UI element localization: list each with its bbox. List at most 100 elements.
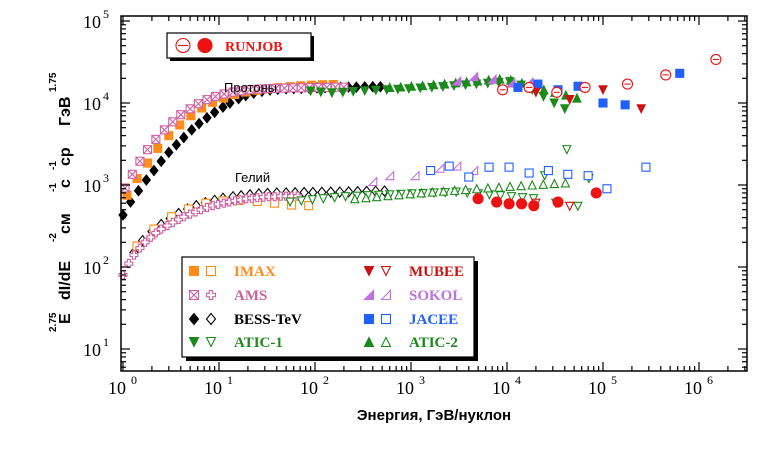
data-point	[434, 162, 445, 173]
data-point	[471, 183, 482, 194]
data-point	[482, 182, 493, 193]
legend-label: ATIC-2	[409, 335, 458, 351]
data-point	[153, 143, 163, 153]
data-point	[451, 75, 462, 86]
y-tick-label: 10	[83, 12, 101, 32]
series-sokol_he	[367, 160, 479, 187]
legend-entry: ATIC-2	[363, 335, 458, 351]
data-point	[406, 81, 417, 91]
data-point	[193, 99, 203, 109]
svg-text:dI/dE: dI/dE	[57, 261, 74, 300]
legend-frame	[181, 256, 475, 358]
data-point	[156, 224, 166, 234]
data-point	[252, 193, 262, 203]
data-point	[371, 191, 382, 202]
data-point	[439, 78, 450, 89]
data-point	[285, 197, 295, 208]
data-point	[168, 117, 178, 127]
data-point	[564, 201, 575, 212]
runjob-legend-box: RUNJOB	[166, 32, 314, 61]
svg-text:-1: -1	[48, 161, 59, 170]
y-tick-exponent: 2	[103, 253, 109, 267]
y-tick-label: 10	[83, 176, 101, 196]
legend-entry: ATIC-1	[188, 335, 283, 351]
svg-text:2.75: 2.75	[48, 312, 59, 332]
series-runjob_p	[497, 53, 722, 98]
data-point	[494, 73, 505, 84]
data-point	[572, 201, 583, 212]
series-mubee_p	[531, 85, 647, 115]
data-point	[124, 259, 134, 269]
x-tick-label: 10	[588, 378, 606, 398]
legend-marker-filled	[188, 289, 200, 301]
x-tick-exponent: 0	[131, 373, 137, 387]
data-point	[236, 86, 246, 96]
data-point	[533, 79, 543, 89]
data-point	[464, 172, 474, 182]
svg-text:-1: -1	[48, 183, 59, 192]
data-point	[449, 185, 460, 195]
x-tick-exponent: 2	[323, 373, 329, 387]
series-runjob_he	[472, 187, 602, 212]
legend-entry: JACEE	[363, 312, 458, 328]
data-point	[370, 85, 381, 96]
data-point	[516, 180, 527, 191]
data-point	[219, 89, 229, 99]
svg-text:ср: ср	[57, 147, 74, 166]
legend-marker-filled	[363, 289, 375, 301]
runjob-open-marker	[175, 37, 191, 54]
series-atic2_he	[349, 177, 571, 204]
data-point	[513, 82, 523, 92]
legend-marker-filled	[188, 265, 200, 277]
data-point	[660, 69, 672, 81]
data-point	[590, 187, 602, 199]
data-point	[551, 86, 563, 98]
x-tick-exponent: 3	[419, 373, 425, 387]
data-point	[140, 237, 150, 247]
legend-entry: BESS-TeV	[188, 312, 302, 328]
runjob-legend-markers	[175, 37, 213, 54]
legend-marker-filled	[363, 336, 375, 348]
y-tick-exponent: 5	[103, 7, 109, 21]
series-jacee_he	[426, 161, 651, 194]
x-axis-label: Энергия, ГэВ/нуклон	[357, 407, 511, 424]
data-point	[296, 83, 306, 93]
data-point	[444, 161, 454, 171]
data-point	[288, 83, 298, 93]
data-point	[543, 166, 553, 176]
data-point	[271, 83, 281, 93]
data-point	[641, 162, 651, 172]
legend-marker-filled	[188, 312, 200, 326]
data-point	[395, 81, 406, 92]
data-point	[218, 101, 228, 114]
svg-text:E: E	[57, 313, 74, 324]
data-point	[194, 117, 204, 130]
legend-label: ATIC-1	[234, 335, 283, 351]
data-point	[125, 196, 136, 208]
svg-text:1.75: 1.75	[48, 72, 59, 92]
data-point	[142, 158, 153, 168]
data-point	[179, 131, 189, 144]
x-tick-label: 10	[108, 378, 126, 398]
data-point	[538, 84, 549, 95]
data-point	[142, 145, 153, 155]
data-point	[559, 104, 570, 115]
legend-marker-open	[380, 289, 392, 301]
data-point	[151, 134, 161, 144]
data-point	[171, 138, 182, 151]
protons-annotation: Протоны	[224, 80, 277, 95]
runjob-filled-marker	[197, 37, 213, 54]
data-point	[531, 87, 541, 98]
data-point	[524, 168, 534, 178]
data-point	[602, 184, 612, 194]
legend-entry: AMS	[188, 288, 267, 304]
data-point	[528, 200, 540, 212]
data-point	[417, 80, 428, 91]
legend-marker-filled	[363, 313, 375, 325]
data-point	[202, 95, 212, 105]
data-point	[270, 192, 280, 202]
data-point	[133, 184, 144, 197]
data-point	[384, 170, 395, 181]
data-point	[304, 201, 314, 211]
data-point	[361, 192, 371, 203]
